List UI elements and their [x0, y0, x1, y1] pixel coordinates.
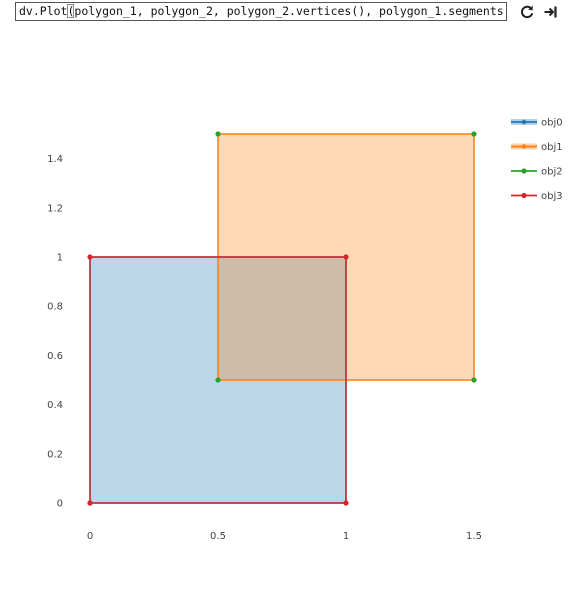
legend-label: obj1	[541, 142, 563, 153]
series-point-obj2	[215, 131, 221, 137]
polygon-fills	[90, 134, 474, 503]
vertex-markers	[87, 131, 477, 506]
legend-marker	[521, 144, 527, 149]
y-tick-label: 0	[57, 499, 63, 510]
legend-marker	[521, 119, 527, 125]
y-tick-label: 0.8	[47, 302, 63, 313]
y-tick-label: 0.6	[47, 351, 63, 362]
legend-label: obj0	[541, 118, 563, 129]
legend-item-obj0[interactable]: obj0	[511, 118, 563, 129]
command-args: polygon_1, polygon_2, polygon_2.vertices…	[74, 4, 507, 18]
x-tick-label: 1.5	[466, 531, 482, 542]
chart: 0 0.5 1 1.5 00.20.40.60.811.21.4 obj0obj1ob…	[47, 118, 563, 543]
series-point-obj2	[215, 377, 221, 383]
y-tick-label: 0.4	[47, 400, 63, 411]
legend-label: obj3	[541, 191, 563, 202]
series-point-obj3	[343, 500, 349, 506]
y-axis-ticks: 0 0.2 0.4 0.6 0.8 1 1.2 1.4	[47, 154, 63, 509]
series-point-obj3	[87, 500, 93, 506]
exit-icon	[544, 6, 557, 18]
refresh-icon	[521, 5, 534, 19]
refresh-button[interactable]	[518, 3, 536, 21]
exit-button[interactable]	[542, 3, 560, 21]
y-tick-label: 1.2	[47, 203, 63, 214]
legend-marker	[521, 192, 527, 199]
toolbar: dv.Plot(polygon_1, polygon_2, polygon_2.…	[0, 0, 576, 24]
x-axis-ticks: 0 0.5 1 1.5	[87, 531, 482, 542]
legend-item-obj1[interactable]: obj1	[511, 142, 563, 153]
series-point-obj2	[471, 131, 477, 137]
command-prefix: dv.Plot	[19, 4, 68, 18]
x-tick-label: 0.5	[210, 531, 226, 542]
series-point-obj3	[87, 254, 93, 260]
legend-label: obj2	[541, 167, 563, 178]
command-open-paren: (	[67, 4, 75, 18]
legend-item-obj3[interactable]: obj3	[511, 191, 563, 202]
legend-item-obj2[interactable]: obj2	[511, 167, 563, 178]
y-tick-label: 1	[57, 253, 63, 264]
legend-marker	[521, 168, 527, 174]
command-input[interactable]: dv.Plot(polygon_1, polygon_2, polygon_2.…	[15, 2, 507, 21]
x-tick-label: 0	[87, 531, 93, 542]
y-tick-label: 1.4	[47, 154, 63, 165]
x-tick-label: 1	[343, 531, 349, 542]
series-point-obj3	[343, 254, 349, 260]
y-tick-label: 0.2	[47, 449, 63, 460]
series-point-obj2	[471, 377, 477, 383]
legend: obj0 obj1 obj2 obj3	[511, 118, 563, 202]
